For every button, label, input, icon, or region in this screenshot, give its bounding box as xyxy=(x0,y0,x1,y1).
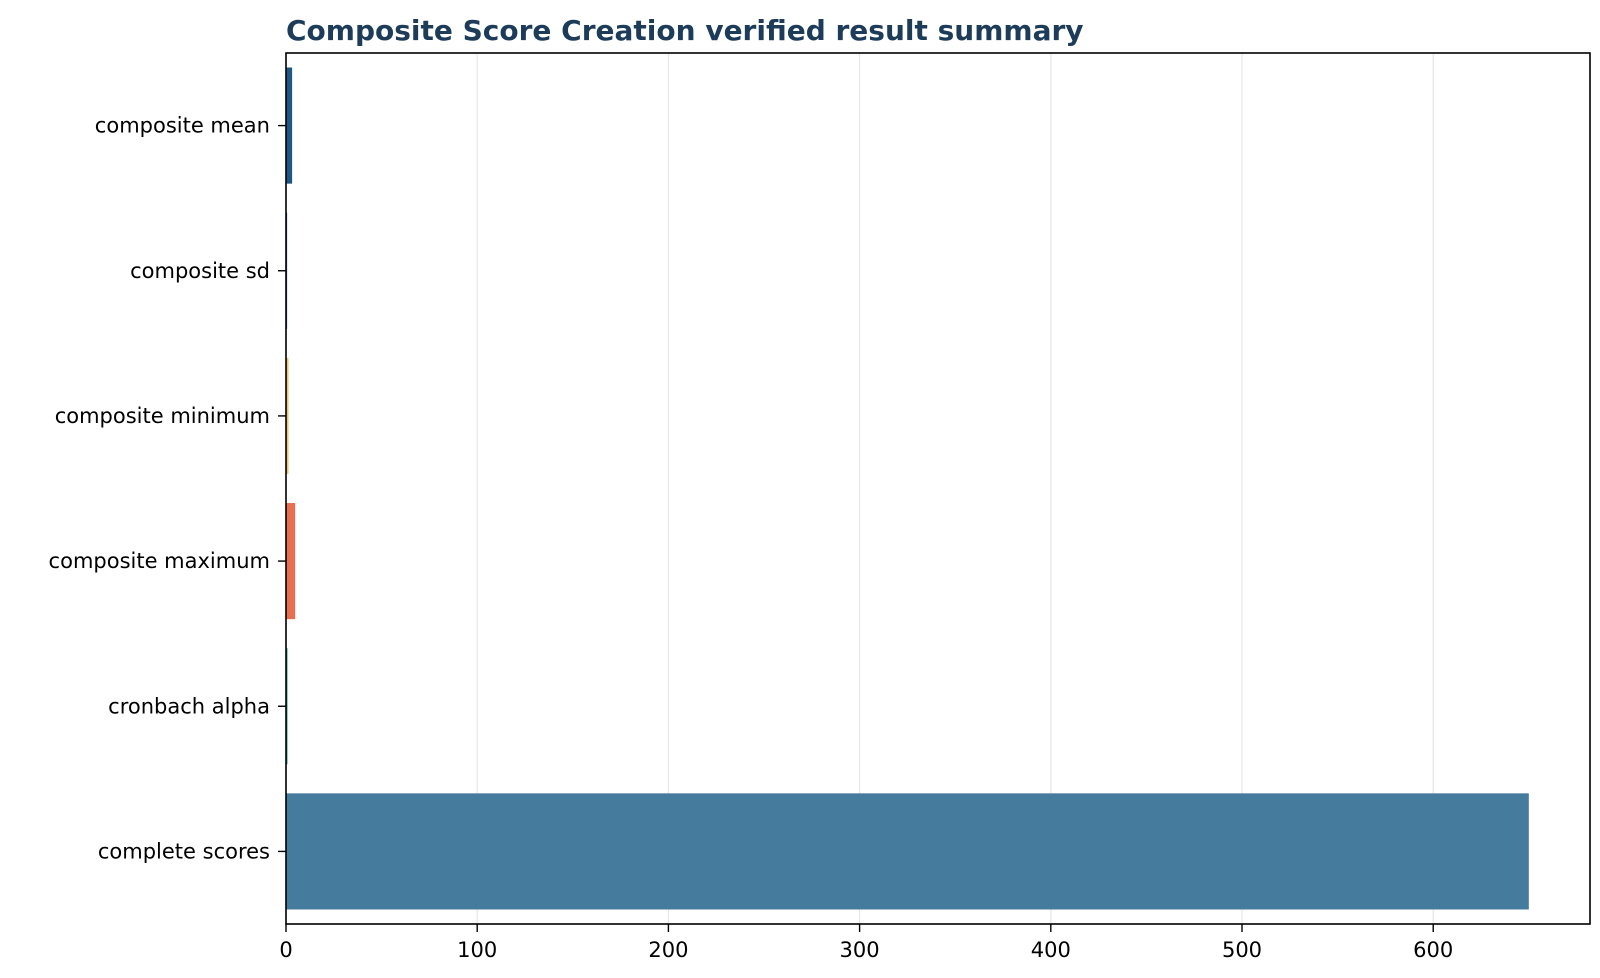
category-label: complete scores xyxy=(98,839,270,863)
x-tick-label: 0 xyxy=(279,938,292,962)
bar-composite-maximum xyxy=(286,503,296,620)
x-tick-label: 100 xyxy=(457,938,497,962)
category-label: composite mean xyxy=(95,114,270,138)
chart-title: Composite Score Creation verified result… xyxy=(286,14,1084,47)
plot-frame xyxy=(285,52,1591,925)
category-label: composite sd xyxy=(130,259,270,283)
bar-complete-scores xyxy=(286,793,1529,910)
grid-lines xyxy=(285,53,1434,924)
category-label: composite minimum xyxy=(55,404,270,428)
category-label: cronbach alpha xyxy=(108,694,270,718)
x-axis-ticks: 0 100 200 300 400 500 600 xyxy=(279,924,1453,962)
x-tick-label: 200 xyxy=(648,938,688,962)
category-labels: composite mean composite sd composite mini… xyxy=(49,114,286,863)
x-tick-label: 600 xyxy=(1413,938,1453,962)
bars xyxy=(286,67,1529,910)
bar-composite-minimum xyxy=(286,357,289,474)
x-tick-label: 500 xyxy=(1222,938,1262,962)
x-tick-label: 300 xyxy=(840,938,880,962)
category-label: composite maximum xyxy=(49,549,270,573)
x-tick-label: 400 xyxy=(1031,938,1071,962)
bar-composite-mean xyxy=(286,67,293,184)
